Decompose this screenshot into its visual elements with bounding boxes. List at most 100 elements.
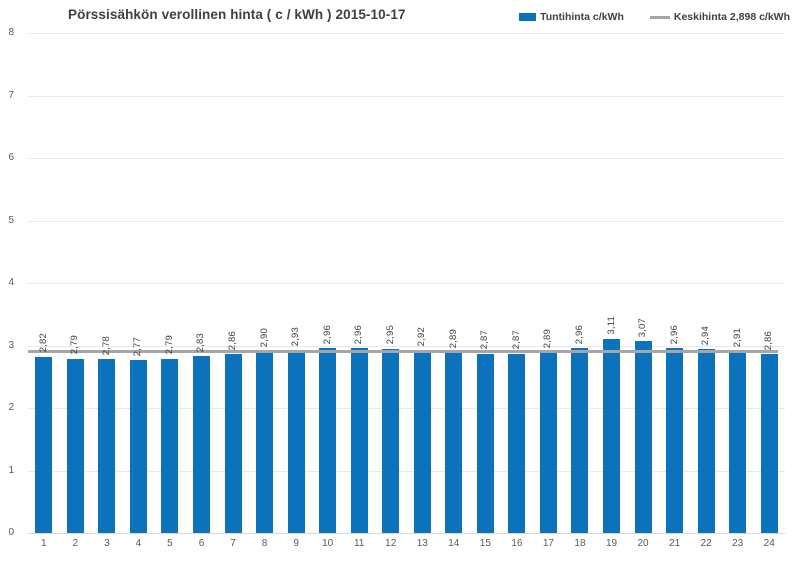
x-axis-label: 24 xyxy=(763,538,775,549)
legend: Tuntihinta c/kWh Keskihinta 2,898 c/kWh xyxy=(519,11,790,23)
bar xyxy=(98,359,116,533)
x-axis-label: 2 xyxy=(72,538,79,549)
bar xyxy=(760,354,778,533)
gridline xyxy=(28,345,785,347)
bar-value-label: 2,79 xyxy=(69,335,81,355)
bar xyxy=(603,338,621,533)
average-line-swatch-icon xyxy=(649,15,670,19)
y-axis-label: 3 xyxy=(8,339,14,351)
bar-value-label: 2,82 xyxy=(37,333,49,353)
bar-value-label: 2,89 xyxy=(542,329,554,349)
bar xyxy=(129,359,147,533)
x-axis-label: 13 xyxy=(416,538,428,549)
bar-value-label: 2,77 xyxy=(132,336,144,356)
bar-value-label: 2,95 xyxy=(384,325,396,345)
gridline xyxy=(28,220,785,222)
x-axis-label: 19 xyxy=(605,538,618,549)
legend-item-tuntihinta: Tuntihinta c/kWh xyxy=(519,11,624,23)
bar-value-label: 2,91 xyxy=(731,327,743,348)
x-axis: 1 2 3 4 5 6 7 8 9 10 11 12 13 14 15 16 17 18 19 20 21 22 23 24 xyxy=(28,533,785,553)
bar xyxy=(319,348,337,533)
bar xyxy=(476,353,494,533)
legend-label-keskihinta: Keskihinta 2,898 c/kWh xyxy=(673,11,790,23)
x-axis-label: 16 xyxy=(511,538,523,549)
x-axis-label: 9 xyxy=(293,538,299,549)
bar-value-label: 2,78 xyxy=(100,335,112,356)
y-axis-label: 6 xyxy=(8,152,14,163)
bar xyxy=(161,358,179,533)
x-axis-label: 14 xyxy=(448,538,460,549)
y-axis-label: 1 xyxy=(8,464,14,476)
y-axis-label: 0 xyxy=(8,527,14,538)
gridline xyxy=(28,283,785,284)
bar xyxy=(445,352,463,533)
x-axis-label: 10 xyxy=(322,538,334,549)
bar-value-label: 2,87 xyxy=(479,330,491,350)
x-axis-label: 8 xyxy=(261,538,268,549)
bar xyxy=(571,348,589,533)
bar xyxy=(350,348,368,533)
x-axis-label: 1 xyxy=(40,538,47,549)
bar-value-label: 2,96 xyxy=(573,324,585,344)
bar-value-label: 2,83 xyxy=(195,332,207,353)
bar-value-label: 2,96 xyxy=(321,324,333,344)
bar-value-label: 2,96 xyxy=(668,324,680,344)
legend-item-keskihinta: Keskihinta 2,898 c/kWh xyxy=(649,11,790,23)
x-axis-label: 23 xyxy=(732,538,744,549)
bar-value-label: 2,92 xyxy=(416,327,428,347)
bar-value-label: 2,94 xyxy=(700,325,712,346)
bar xyxy=(224,354,242,533)
x-axis-label: 17 xyxy=(542,538,554,549)
bar-value-label: 2,87 xyxy=(510,330,522,350)
y-axis-label: 8 xyxy=(8,27,14,38)
bar xyxy=(66,358,84,533)
bar xyxy=(634,341,652,533)
bar xyxy=(539,352,557,533)
bar xyxy=(256,351,274,533)
bar xyxy=(666,348,684,533)
plot-area: 2,82 2,79 2,78 2,77 2,79 2,83 2,86 2,90 2,93 2,96… xyxy=(28,33,785,534)
x-axis-label: 6 xyxy=(198,538,205,549)
x-axis-label: 21 xyxy=(669,538,681,549)
bar-value-label: 2,96 xyxy=(353,324,365,344)
bar-series-swatch-icon xyxy=(519,13,537,21)
x-axis-label: 3 xyxy=(104,538,110,549)
x-axis-label: 11 xyxy=(353,538,365,549)
bar xyxy=(413,350,431,533)
y-axis-label: 4 xyxy=(8,277,14,288)
gridline xyxy=(28,95,785,97)
x-axis-label: 4 xyxy=(135,538,142,549)
legend-label-tuntihinta: Tuntihinta c/kWh xyxy=(540,11,624,23)
bar xyxy=(697,349,715,533)
gridline xyxy=(28,158,785,159)
bar xyxy=(508,353,526,533)
gridline xyxy=(28,408,785,409)
bar-value-label: 2,86 xyxy=(227,330,239,351)
x-axis-label: 22 xyxy=(700,538,712,549)
x-axis-label: 7 xyxy=(230,538,236,549)
bar-value-label: 2,89 xyxy=(447,329,459,349)
x-axis-label: 18 xyxy=(574,538,586,549)
y-axis-label: 2 xyxy=(8,402,14,413)
bar-value-label: 3,07 xyxy=(637,317,649,338)
gridline xyxy=(28,33,785,34)
bar xyxy=(192,356,210,533)
x-axis-label: 5 xyxy=(167,538,173,549)
bar xyxy=(287,349,305,533)
gridline xyxy=(28,470,785,472)
x-axis-label: 15 xyxy=(479,538,491,549)
bar xyxy=(729,351,747,533)
bar xyxy=(35,356,53,533)
average-line xyxy=(28,350,779,354)
y-axis-label: 7 xyxy=(8,89,14,101)
bar-value-label: 2,86 xyxy=(763,330,775,351)
bar xyxy=(382,348,400,533)
bar-value-label: 2,79 xyxy=(163,335,175,355)
bar-value-label: 2,93 xyxy=(290,326,302,346)
y-axis-label: 5 xyxy=(8,214,14,226)
y-axis: 0 1 2 3 4 5 6 7 8 xyxy=(0,28,16,538)
bar-value-label: 2,90 xyxy=(258,328,270,348)
bar-value-label: 3,11 xyxy=(605,316,617,335)
x-axis-label: 20 xyxy=(637,538,649,549)
